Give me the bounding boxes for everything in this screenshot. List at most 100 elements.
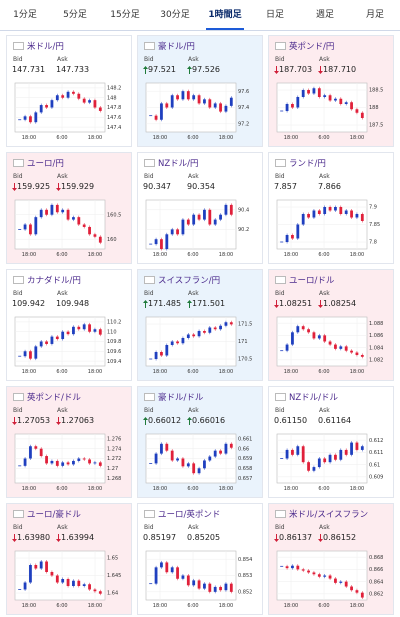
rate-card[interactable]: ユーロ/英ポンド Bid Ask 0.85197 0.85205 0.854 0.853 0.… — [137, 503, 263, 615]
tab[interactable]: 5分足 — [63, 10, 87, 20]
pair-title[interactable]: NZドル/ドル — [289, 393, 339, 403]
candle — [39, 209, 43, 218]
candle — [160, 352, 163, 356]
candle — [93, 100, 97, 108]
candle-chart: 1.276 1.274 1.272 1.27 1.268 18:00 6:00 18:00 — [14, 433, 121, 492]
candle — [334, 98, 337, 101]
rate-card[interactable]: ユーロ/円 Bid Ask 159.925 159.929 160.5 160 18:00 6:… — [6, 152, 132, 264]
candle — [219, 450, 222, 454]
tab[interactable]: 月足 — [365, 10, 384, 20]
y-tick-label: 0.66 — [238, 446, 249, 452]
bid-value: 171.485 — [148, 299, 182, 308]
ask-value: 7.866 — [318, 182, 341, 191]
candle-chart: 148.2 148 147.8 147.6 147.4 18:00 6:00 18:00 — [14, 82, 121, 141]
pair-title[interactable]: 米ドル/スイスフラン — [289, 510, 369, 520]
y-tick-label: 7.9 — [369, 205, 377, 211]
pair-title[interactable]: 豪ドル/円 — [158, 42, 195, 52]
rate-card[interactable]: ユーロ/ドル Bid Ask 1.08251 1.08254 1.088 1.086 1.08… — [268, 269, 394, 381]
candle — [334, 344, 337, 349]
candle — [82, 98, 86, 103]
x-tick-label: 6:00 — [318, 603, 329, 609]
tab[interactable]: 週足 — [315, 10, 334, 20]
y-tick-label: 110.2 — [107, 320, 121, 326]
y-tick-label: 1.27 — [107, 466, 118, 472]
rate-card[interactable]: カナダドル/円 Bid Ask 109.942 109.948 110.2 110 109.8… — [6, 269, 132, 381]
pair-title[interactable]: スイスフラン/円 — [158, 276, 221, 286]
candle — [328, 575, 332, 579]
x-tick-label: 18:00 — [22, 369, 36, 375]
x-tick-label: 18:00 — [88, 135, 102, 141]
candle-chart: 1.088 1.086 1.084 1.082 18:00 6:00 18:00 — [276, 316, 383, 375]
rate-card[interactable]: ランド/円 Bid Ask 7.857 7.866 7.9 7.85 7.8 18:00 6:00… — [268, 152, 394, 264]
rate-card[interactable]: ユーロ/豪ドル Bid Ask 1.63980 1.63994 1.65 1.645 1.64… — [6, 503, 132, 615]
tab[interactable]: 日足 — [265, 10, 284, 20]
candle — [350, 442, 353, 455]
pair-title[interactable]: 米ドル/円 — [27, 42, 64, 52]
pair-title[interactable]: ランド/円 — [289, 159, 326, 169]
pair-title[interactable]: NZドル/円 — [158, 159, 199, 169]
pair-title[interactable]: 英ポンド/円 — [289, 42, 335, 52]
arrow-shape — [318, 300, 323, 308]
trend-arrow — [274, 300, 279, 308]
candle — [170, 95, 174, 108]
rate-card[interactable]: 米ドル/円 Bid Ask 147.731 147.733 148.2 148 147.8 14… — [6, 35, 132, 147]
tab[interactable]: 15分足 — [110, 10, 140, 20]
candle — [66, 462, 70, 465]
pair-title[interactable]: ユーロ/円 — [27, 159, 64, 169]
pair-title[interactable]: 英ポンド/ドル — [27, 393, 81, 403]
plot-area — [276, 316, 368, 367]
candle — [23, 458, 27, 466]
candle — [98, 329, 102, 335]
candle — [61, 331, 65, 340]
pair-title[interactable]: ユーロ/ドル — [289, 276, 335, 286]
rate-card[interactable]: 英ポンド/ドル Bid Ask 1.27053 1.27063 1.276 1.274 1.2… — [6, 386, 132, 498]
y-tick-label: 0.854 — [238, 557, 252, 563]
pair-title[interactable]: ユーロ/豪ドル — [27, 510, 81, 520]
tab[interactable]: 1分足 — [13, 10, 37, 20]
x-tick-label: 6:00 — [187, 252, 198, 258]
candle — [165, 103, 169, 108]
candle — [208, 583, 212, 592]
candle — [72, 217, 75, 220]
pair-title[interactable]: ユーロ/英ポンド — [158, 510, 221, 520]
rate-card[interactable]: スイスフラン/円 Bid Ask 171.485 171.501 171.5 171 170.… — [137, 269, 263, 381]
candle — [34, 346, 38, 359]
tab[interactable]: 1時間足 — [200, 0, 250, 30]
ask-label: Ask — [57, 524, 68, 531]
pair-title[interactable]: カナダドル/円 — [27, 276, 81, 286]
arrow-shape — [187, 66, 192, 74]
rate-card[interactable]: 英ポンド/円 Bid Ask 187.703 187.710 188.5 188 187.5 1… — [268, 35, 394, 147]
x-tick-label: 6:00 — [318, 369, 329, 375]
bid-label: Bid — [144, 290, 154, 297]
candle — [72, 326, 75, 335]
rate-card[interactable]: 米ドル/スイスフラン Bid Ask 0.86137 0.86152 0.868 0.866… — [268, 503, 394, 615]
rate-card[interactable]: 豪ドル/円 Bid Ask 97.521 97.526 97.6 97.4 97.2 18:00… — [137, 35, 263, 147]
rate-card[interactable]: NZドル/ドル Bid Ask 0.61150 0.61164 0.612 0.611 0.6… — [268, 386, 394, 498]
candle — [23, 351, 27, 357]
x-tick-label: 18:00 — [350, 135, 364, 141]
ask-label: Ask — [188, 56, 199, 63]
rate-card[interactable]: NZドル/円 Bid Ask 90.347 90.354 90.4 90.2 18:00 6:0… — [137, 152, 263, 264]
y-tick-label: 0.868 — [369, 555, 383, 561]
rate-card[interactable]: 豪ドル/ドル Bid Ask 0.66012 0.66016 0.661 0.66 0.659… — [137, 386, 263, 498]
candle — [285, 566, 289, 569]
candle — [181, 575, 185, 579]
arrow-shape — [318, 66, 323, 74]
x-tick-label: 18:00 — [284, 603, 298, 609]
pair-title[interactable]: 豪ドル/ドル — [158, 393, 204, 403]
candle — [334, 207, 337, 211]
tab[interactable]: 30分足 — [160, 10, 190, 20]
candle — [317, 88, 321, 97]
candle — [323, 95, 327, 97]
candle — [229, 204, 233, 215]
candle — [34, 446, 38, 449]
arrow-shape — [12, 417, 17, 425]
y-tick-label: 160.5 — [107, 212, 121, 218]
candle — [176, 229, 179, 235]
x-tick-label: 18:00 — [350, 369, 364, 375]
x-tick-label: 6:00 — [56, 135, 67, 141]
ask-value: 97.526 — [192, 65, 220, 74]
bid-value: 7.857 — [274, 182, 297, 191]
trend-arrow — [12, 534, 17, 542]
candle — [350, 350, 353, 353]
